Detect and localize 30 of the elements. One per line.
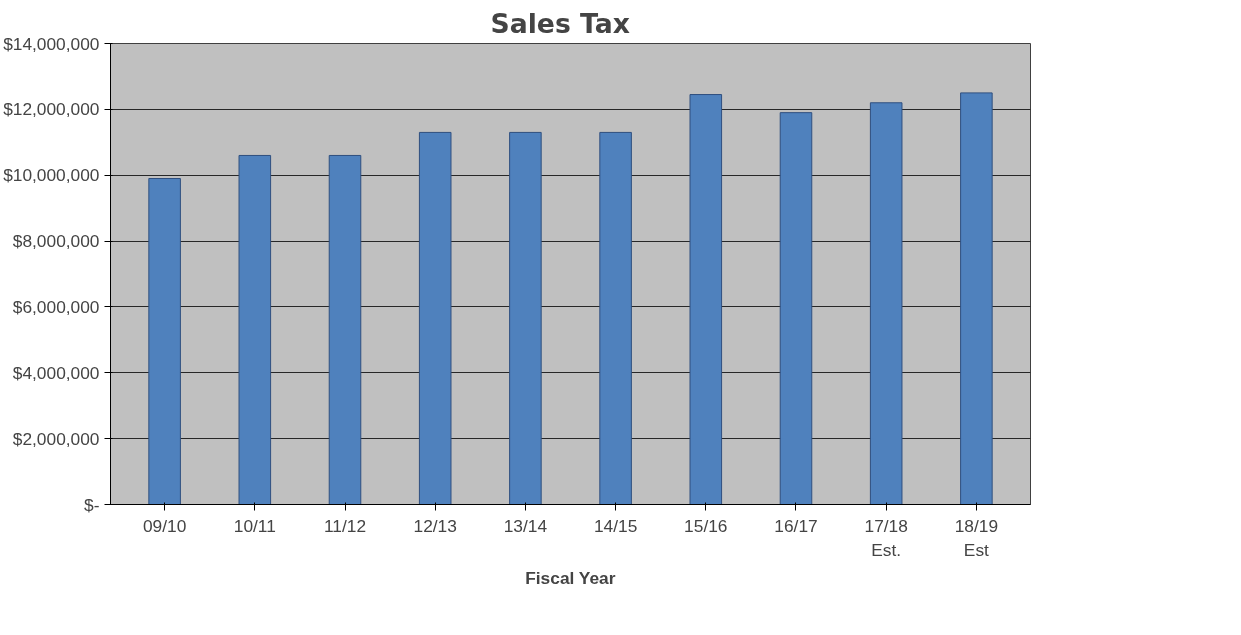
y-tick-label: $- [84,494,100,515]
x-tick-label: 09/10 [142,515,187,536]
bar [418,131,452,505]
y-tick-label: $6,000,000 [12,296,100,317]
x-tick-label: 14/15 [593,515,638,536]
bar [148,178,181,505]
x-tick-label: 15/16 [684,515,728,536]
x-tick-label: 18/19 Est [954,515,999,560]
y-tick-label: $10,000,000 [3,165,100,186]
y-tick-label: $2,000,000 [12,428,100,449]
y-tick-label: $4,000,000 [12,362,100,383]
x-tick-label: 11/12 [323,515,367,536]
x-tick-label: 10/11 [233,515,276,536]
bar [509,131,542,505]
bar [960,92,993,505]
chart-title: Sales Tax [490,7,630,39]
x-axis-title: Fiscal Year [525,567,616,588]
x-tick-label: 13/14 [503,515,548,536]
bar [689,94,723,505]
bar [599,131,632,505]
bar [869,102,903,505]
y-tick-label: $12,000,000 [3,99,100,120]
x-tick-label: 17/18 Est. [864,515,908,560]
bar [238,154,272,505]
y-tick-label: $8,000,000 [12,231,100,252]
bar [328,154,362,505]
bar [779,112,813,505]
y-tick-label: $14,000,000 [3,33,100,54]
x-tick-label: 12/13 [413,515,457,536]
x-tick-label: 16/17 [774,515,818,536]
